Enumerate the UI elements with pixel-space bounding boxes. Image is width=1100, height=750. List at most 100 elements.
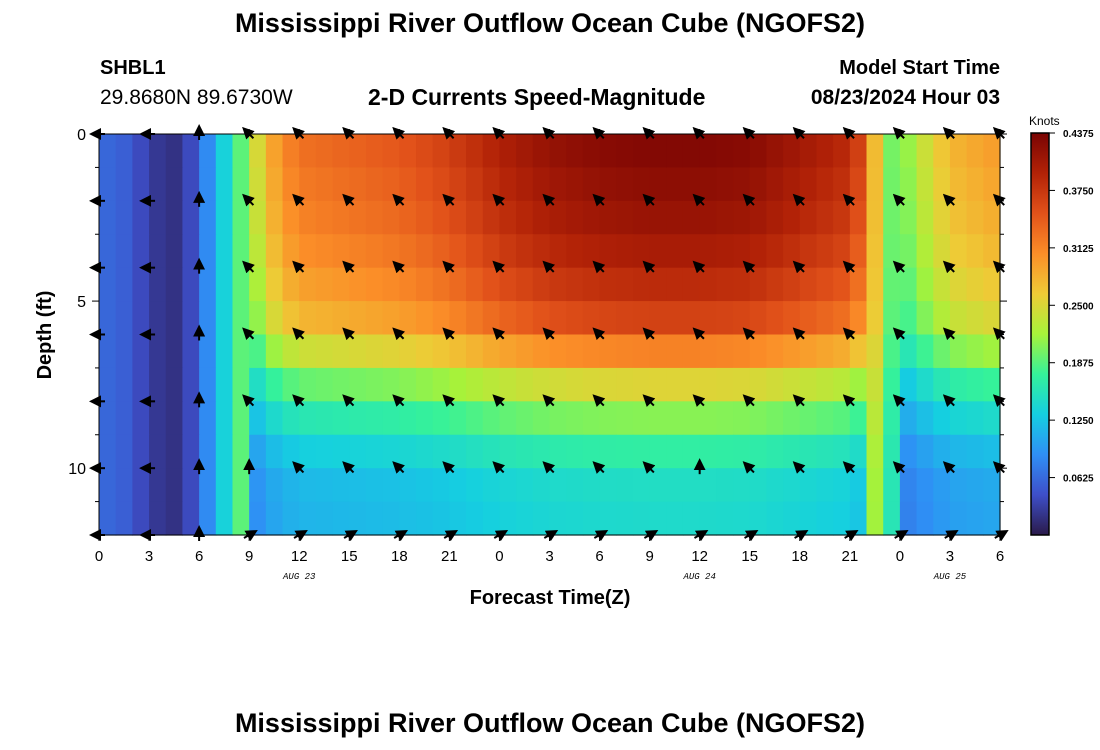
heatmap-cell: [165, 334, 184, 369]
heatmap-cell: [482, 167, 501, 202]
heatmap-cell: [549, 200, 567, 235]
x-tick-label: 6: [595, 548, 603, 565]
heatmap-cell: [899, 234, 918, 269]
heatmap-cell: [299, 134, 317, 169]
heatmap-cell: [682, 200, 701, 235]
heatmap-cell: [332, 134, 350, 169]
heatmap-cell: [632, 434, 651, 469]
current-vector-arrow: [892, 394, 906, 407]
heatmap-cell: [249, 434, 267, 469]
heatmap-cell: [849, 234, 868, 269]
heatmap-cell: [866, 301, 884, 336]
heatmap-cell: [766, 334, 784, 369]
heatmap-cell: [215, 200, 234, 235]
heatmap-cell: [816, 468, 834, 503]
heatmap-cell: [833, 200, 851, 235]
heatmap-cell: [916, 134, 934, 169]
heatmap-cell: [649, 234, 667, 269]
heatmap-cell: [165, 468, 184, 503]
heatmap-cell: [682, 167, 701, 202]
heatmap-cell: [99, 401, 117, 436]
heatmap-cell: [783, 234, 801, 269]
heatmap-cell: [916, 334, 934, 369]
heatmap-cell: [382, 301, 400, 336]
heatmap-cell: [332, 367, 350, 402]
heatmap-cell: [966, 234, 984, 269]
heatmap-cell: [99, 434, 117, 469]
heatmap-cell: [849, 134, 868, 169]
heatmap-cell: [249, 134, 267, 169]
heatmap-cell: [833, 167, 851, 202]
heatmap-cell: [582, 234, 601, 269]
current-vector-arrow: [292, 193, 305, 207]
colorbar: Knots 0.0625 0.1250 0.1875 0.2500 0.3125 0.37…: [1029, 114, 1094, 536]
colorbar-tick-label: 0.3125: [1063, 244, 1094, 255]
heatmap-cell: [382, 401, 400, 436]
heatmap-cell: [749, 301, 768, 336]
heatmap-cell: [249, 468, 267, 503]
y-tick-label: 10: [68, 461, 86, 478]
heatmap-cell: [699, 200, 717, 235]
heatmap-cell: [599, 434, 617, 469]
heatmap-cell: [933, 167, 951, 202]
heatmap-cell: [132, 267, 150, 302]
heatmap-cell: [949, 301, 968, 336]
heatmap-cell: [983, 334, 1001, 369]
heatmap-cell: [582, 134, 601, 169]
heatmap-cell: [616, 234, 634, 269]
heatmap-cell: [432, 234, 450, 269]
station-coordinates: 29.8680N 89.6730W: [100, 86, 293, 109]
heatmap-cell: [466, 334, 484, 369]
current-vector-arrow: [642, 327, 656, 341]
heatmap-cell: [199, 200, 217, 235]
heatmap-cell: [883, 167, 901, 202]
heatmap-cell: [599, 401, 617, 436]
heatmap-cell: [783, 134, 801, 169]
current-vector-arrow: [392, 193, 405, 207]
heatmap-cell: [883, 434, 901, 469]
heatmap-cell: [199, 134, 217, 169]
heatmap-cell: [182, 468, 200, 503]
current-vector-arrow: [392, 461, 405, 474]
heatmap-cell: [799, 334, 818, 369]
heatmap-cell: [649, 401, 667, 436]
current-vector-arrow: [292, 260, 305, 274]
heatmap-cell: [833, 134, 851, 169]
heatmap-cell: [265, 234, 284, 269]
heatmap-cell: [499, 200, 517, 235]
x-axis: 0 3 6 9 12 15 18 21 0 3 6 9 12 15 18 21 0 3 6 AUG 23 AUG 24 A…: [95, 129, 1004, 582]
colorbar-tick-label: 0.1875: [1063, 359, 1094, 370]
colorbar-gradient: [1030, 132, 1050, 536]
heatmap-cell: [199, 367, 217, 402]
x-tick-label: 6: [996, 548, 1004, 565]
current-vector-arrow: [492, 394, 506, 407]
heatmap-cell: [899, 434, 918, 469]
heatmap-cell: [566, 367, 584, 402]
heatmap-cell: [99, 267, 117, 302]
heatmap-cell: [165, 434, 184, 469]
heatmap-cell: [265, 334, 284, 369]
heatmap-cell: [699, 301, 717, 336]
heatmap-cell: [666, 367, 684, 402]
heatmap-cell: [449, 501, 467, 536]
heatmap-cell: [966, 468, 984, 503]
heatmap-cell: [783, 334, 801, 369]
heatmap-cell: [666, 234, 684, 269]
heatmap-cell: [282, 401, 300, 436]
heatmap-cell: [783, 401, 801, 436]
heatmap-cell: [983, 167, 1001, 202]
heatmap-cell: [949, 167, 968, 202]
heatmap-cell: [983, 234, 1001, 269]
heatmap-cell: [482, 468, 501, 503]
heatmap-cell: [699, 267, 717, 302]
heatmap-cell: [516, 401, 534, 436]
heatmap-cell: [365, 234, 384, 269]
heatmap-cell: [99, 367, 117, 402]
heatmap-cell: [966, 334, 984, 369]
heatmap-cell: [716, 334, 734, 369]
heatmap-cell: [933, 434, 951, 469]
heatmap-cell: [582, 200, 601, 235]
heatmap-cell: [599, 200, 617, 235]
heatmap-cell: [632, 401, 651, 436]
heatmap-cell: [682, 134, 701, 169]
